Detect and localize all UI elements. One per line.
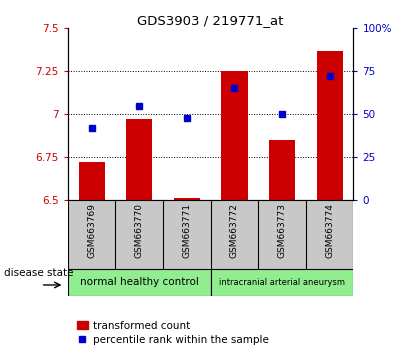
Bar [174, 198, 200, 200]
Title: GDS3903 / 219771_at: GDS3903 / 219771_at [137, 14, 284, 27]
Text: GSM663774: GSM663774 [325, 203, 334, 258]
Text: intracranial arterial aneurysm: intracranial arterial aneurysm [219, 278, 345, 287]
Legend: transformed count, percentile rank within the sample: transformed count, percentile rank withi… [73, 316, 273, 349]
Text: GSM663773: GSM663773 [277, 203, 286, 258]
Bar [68, 269, 210, 296]
Bar [79, 162, 105, 200]
Text: GSM663771: GSM663771 [182, 203, 192, 258]
Bar [222, 71, 247, 200]
Bar [126, 119, 152, 200]
Bar [269, 140, 295, 200]
Text: GSM663769: GSM663769 [87, 203, 96, 258]
Bar [210, 269, 353, 296]
Text: normal healthy control: normal healthy control [80, 277, 199, 287]
Bar [316, 51, 343, 200]
Text: disease state: disease state [4, 268, 74, 279]
Text: GSM663770: GSM663770 [135, 203, 144, 258]
Text: GSM663772: GSM663772 [230, 203, 239, 258]
